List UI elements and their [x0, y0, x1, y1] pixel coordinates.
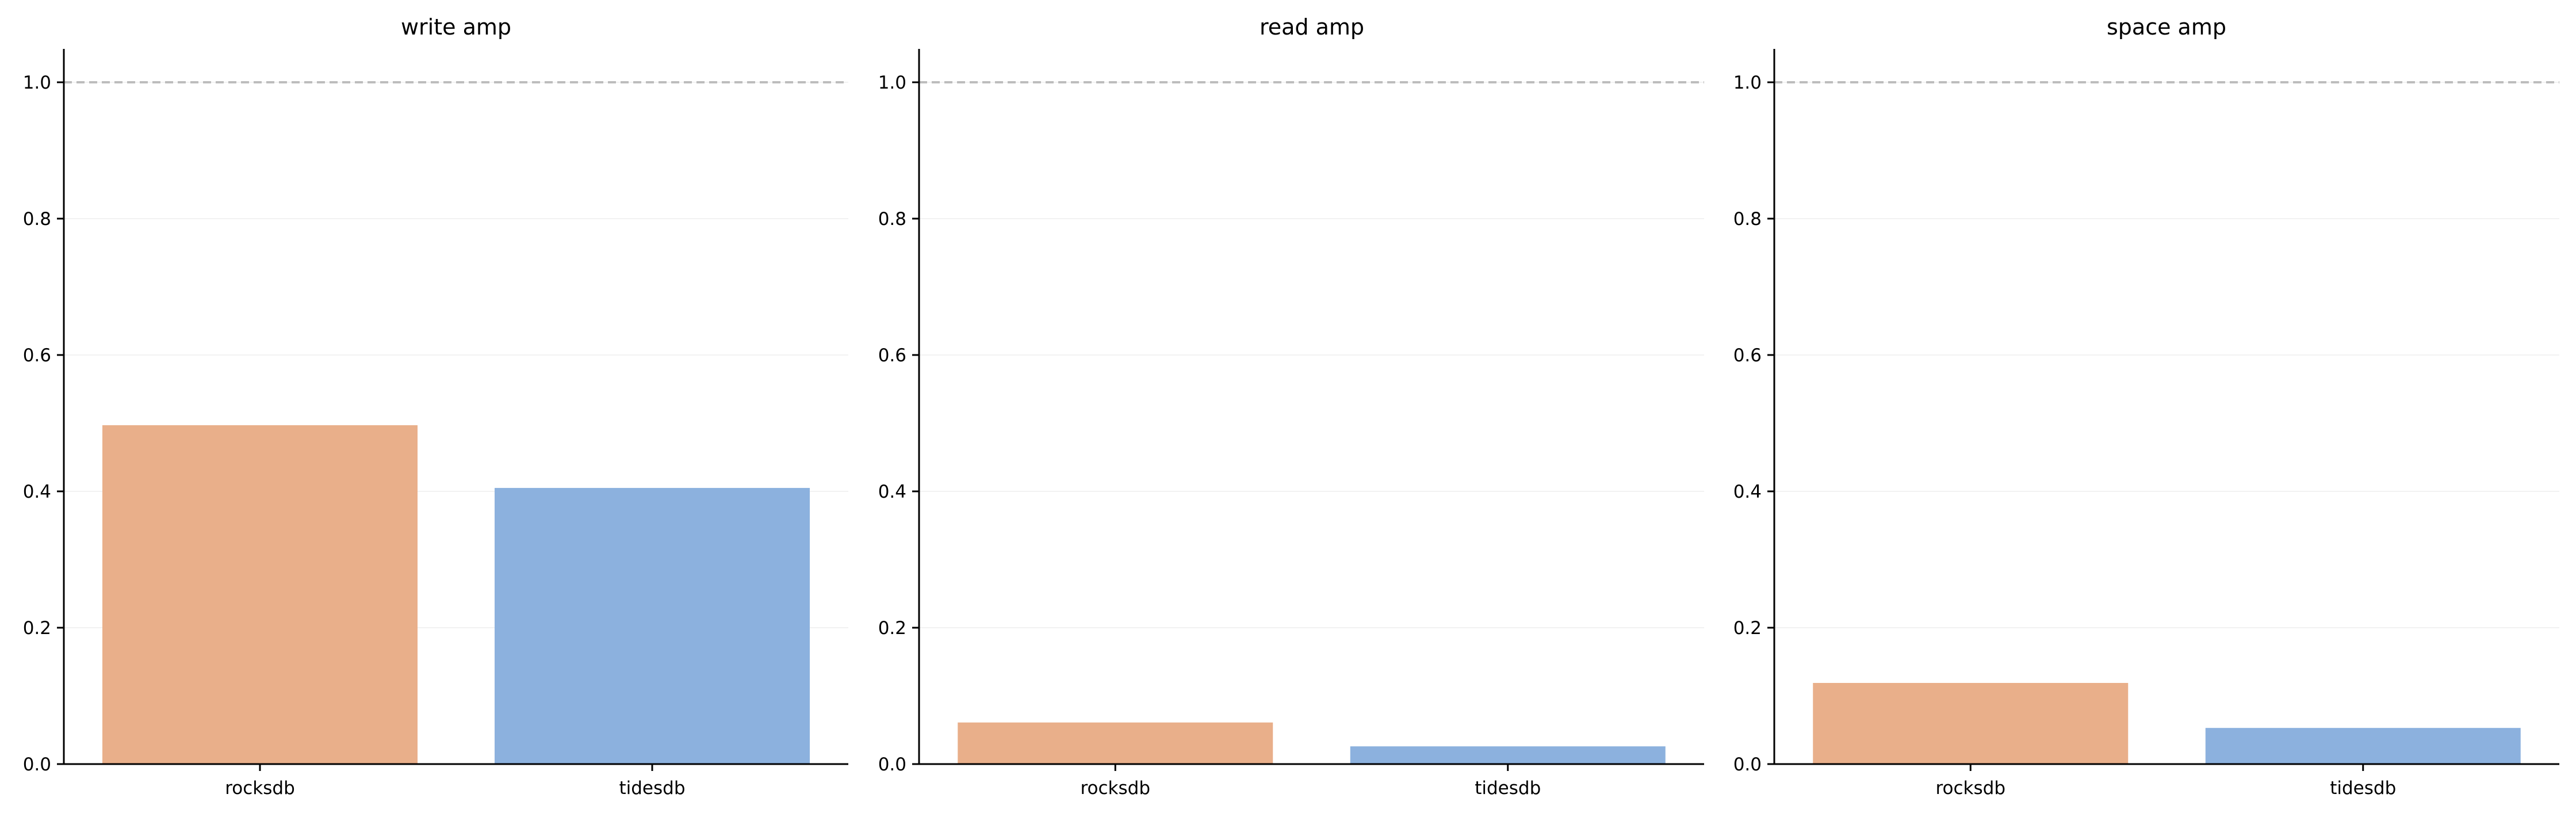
y-tick-label: 0.6 — [1733, 345, 1762, 366]
y-tick-label: 0.6 — [23, 345, 51, 366]
y-tick-label: 0.0 — [23, 754, 51, 775]
x-tick-label: rocksdb — [225, 778, 295, 799]
space-amp-panel: space amp 0.0 0.2 0.4 0.6 0.8 1.0 rocksdb tide… — [1733, 14, 2559, 799]
panel-title: read amp — [1260, 14, 1364, 40]
y-tick-label: 0.2 — [1733, 618, 1762, 639]
y-ticks: 0.0 0.2 0.4 0.6 0.8 1.0 — [1733, 72, 1774, 775]
y-tick-label: 0.8 — [23, 209, 51, 230]
x-ticks: rocksdb tidesdb — [225, 764, 686, 799]
bars — [102, 425, 810, 764]
y-tick-label: 0.6 — [878, 345, 906, 366]
bar-tidesdb — [2205, 728, 2521, 764]
bar-rocksdb — [1813, 682, 2129, 764]
x-ticks: rocksdb tidesdb — [1935, 764, 2396, 799]
x-tick-label: rocksdb — [1080, 778, 1150, 799]
y-tick-label: 1.0 — [23, 72, 51, 93]
bars — [958, 722, 1666, 764]
y-ticks: 0.0 0.2 0.4 0.6 0.8 1.0 — [23, 72, 64, 775]
y-ticks: 0.0 0.2 0.4 0.6 0.8 1.0 — [878, 72, 919, 775]
x-tick-label: rocksdb — [1935, 778, 2005, 799]
y-tick-label: 1.0 — [878, 72, 906, 93]
write-amp-panel: write amp 0.0 0.2 0.4 0.6 0.8 1.0 rocksdb tide… — [23, 14, 848, 799]
x-ticks: rocksdb tidesdb — [1080, 764, 1541, 799]
x-tick-label: tidesdb — [2330, 778, 2396, 799]
y-tick-label: 0.2 — [878, 618, 906, 639]
y-tick-label: 0.4 — [1733, 482, 1762, 502]
bar-tidesdb — [495, 488, 810, 764]
y-tick-label: 0.4 — [23, 482, 51, 502]
y-tick-label: 0.8 — [1733, 209, 1762, 230]
panel-title: write amp — [401, 14, 511, 40]
x-tick-label: tidesdb — [619, 778, 685, 799]
y-tick-label: 0.2 — [23, 618, 51, 639]
bar-tidesdb — [1350, 746, 1666, 764]
y-tick-label: 1.0 — [1733, 72, 1762, 93]
bar-rocksdb — [102, 425, 418, 764]
y-tick-label: 0.4 — [878, 482, 906, 502]
y-tick-label: 0.0 — [1733, 754, 1762, 775]
panel-title: space amp — [2107, 14, 2226, 40]
x-tick-label: tidesdb — [1475, 778, 1541, 799]
y-tick-label: 0.0 — [878, 754, 906, 775]
y-tick-label: 0.8 — [878, 209, 906, 230]
read-amp-panel: read amp 0.0 0.2 0.4 0.6 0.8 1.0 rocksdb tides… — [878, 14, 1704, 799]
bars — [1813, 682, 2521, 764]
bar-rocksdb — [958, 722, 1273, 764]
